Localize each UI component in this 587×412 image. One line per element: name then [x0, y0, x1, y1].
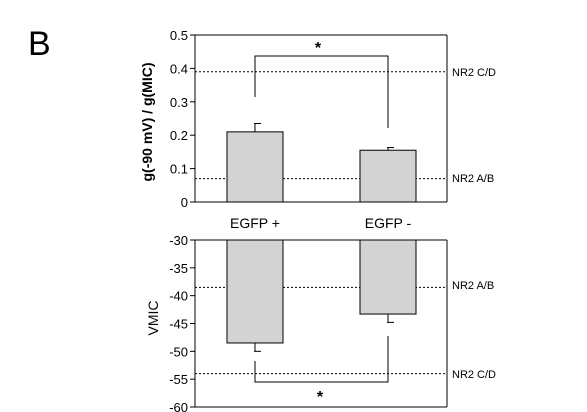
- bot-bar: [226, 239, 284, 344]
- bottom-marks: [194, 239, 448, 408]
- top-tick-label: 0.2: [170, 128, 188, 143]
- top-significance-bracket: [254, 55, 389, 128]
- bottom-y-ticks: -30 -35 -40 -45 -50 -55 -60: [169, 233, 195, 412]
- top-tick-label: 0.5: [170, 28, 188, 43]
- top-bar: [359, 149, 417, 203]
- top-tick-label: 0.1: [170, 162, 188, 177]
- bottom-ref-label-nr2ab: NR2 A/B: [452, 280, 494, 292]
- bottom-ref-label-nr2cd: NR2 C/D: [452, 369, 496, 381]
- bottom-chart: VMIC -30 -35 -40 -45 -50 -55 -60 NR2 A/B NR2 C…: [145, 233, 496, 412]
- top-ref-label-nr2cd: NR2 C/D: [452, 67, 496, 79]
- top-y-ticks: 0 0.1 0.2 0.3 0.4 0.5: [170, 28, 195, 210]
- top-chart: g(-90 mV) / g(MIC) 0 0.1 0.2 0.3 0.4 0.5 EGFP…: [139, 28, 496, 231]
- top-tick-label: 0.3: [170, 95, 188, 110]
- bot-bar: [359, 239, 417, 315]
- bot-tick-label: -45: [169, 317, 188, 332]
- bot-tick-label: -30: [169, 233, 188, 248]
- bot-significance-bracket: [254, 336, 389, 383]
- panel-label: B: [28, 25, 51, 63]
- bot-tick-label: -50: [169, 344, 188, 359]
- bot-tick-label: -35: [169, 261, 188, 276]
- bottom-significance-star: *: [317, 389, 324, 406]
- top-ref-label-nr2ab: NR2 A/B: [452, 173, 494, 185]
- top-marks: [194, 34, 448, 203]
- top-bar: [226, 131, 284, 203]
- category-label-egfp-minus: EGFP -: [365, 215, 412, 231]
- top-significance-star: *: [315, 40, 322, 57]
- bot-tick-label: -55: [169, 372, 188, 387]
- bottom-y-axis-label: VMIC: [145, 301, 161, 336]
- top-category-labels: EGFP + EGFP -: [230, 215, 412, 231]
- bot-tick-label: -60: [169, 400, 188, 412]
- bot-tick-label: -40: [169, 289, 188, 304]
- top-y-axis-label: g(-90 mV) / g(MIC): [139, 63, 155, 182]
- top-tick-label: 0: [181, 195, 188, 210]
- top-tick-label: 0.4: [170, 61, 188, 76]
- category-label-egfp-plus: EGFP +: [230, 215, 280, 231]
